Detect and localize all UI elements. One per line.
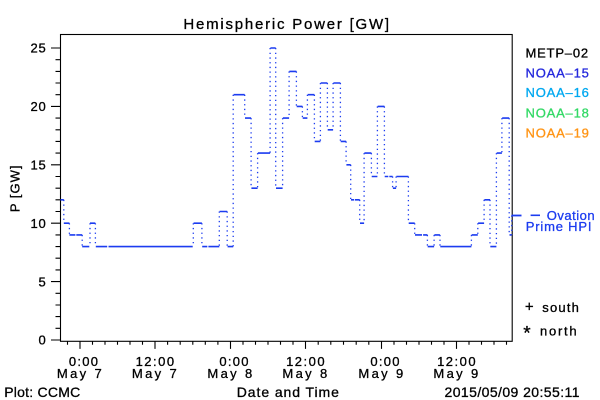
svg-text:NOAA–18: NOAA–18: [526, 106, 590, 121]
svg-text:25: 25: [30, 41, 46, 56]
svg-text:15: 15: [30, 158, 46, 173]
svg-text:12:00: 12:00: [437, 354, 477, 369]
svg-text:May 7: May 7: [57, 366, 104, 381]
svg-text:12:00: 12:00: [136, 354, 176, 369]
svg-text:METP–02: METP–02: [526, 46, 589, 61]
svg-text:NOAA–16: NOAA–16: [526, 85, 590, 100]
svg-text:Plot: CCMC: Plot: CCMC: [4, 384, 80, 400]
svg-text:0: 0: [38, 333, 46, 348]
svg-text:0:00: 0:00: [370, 354, 401, 369]
svg-text:*: *: [523, 323, 531, 344]
svg-text:May 8: May 8: [207, 366, 254, 381]
svg-text:2015/05/09 20:55:11: 2015/05/09 20:55:11: [445, 384, 580, 400]
svg-text:south: south: [542, 300, 580, 315]
svg-text:May 9: May 9: [358, 366, 405, 381]
svg-text:NOAA–15: NOAA–15: [526, 66, 590, 81]
svg-text:Hemispheric Power [GW]: Hemispheric Power [GW]: [183, 16, 391, 33]
svg-text:Ovation: Ovation: [547, 208, 595, 223]
svg-text:May 7: May 7: [132, 366, 179, 381]
svg-text:Prime HPI: Prime HPI: [526, 219, 592, 234]
svg-text:May 9: May 9: [433, 366, 480, 381]
svg-text:20: 20: [30, 99, 46, 114]
svg-text:0:00: 0:00: [219, 354, 250, 369]
svg-text:5: 5: [38, 274, 46, 289]
svg-text:Date and Time: Date and Time: [237, 384, 340, 400]
svg-text:May 8: May 8: [282, 366, 329, 381]
svg-text:P [GW]: P [GW]: [8, 164, 23, 212]
svg-text:north: north: [540, 324, 578, 339]
svg-text:10: 10: [30, 216, 46, 231]
svg-text:12:00: 12:00: [286, 354, 326, 369]
svg-text:+: +: [525, 298, 535, 315]
svg-text:0:00: 0:00: [69, 354, 100, 369]
svg-text:NOAA–19: NOAA–19: [526, 126, 590, 141]
